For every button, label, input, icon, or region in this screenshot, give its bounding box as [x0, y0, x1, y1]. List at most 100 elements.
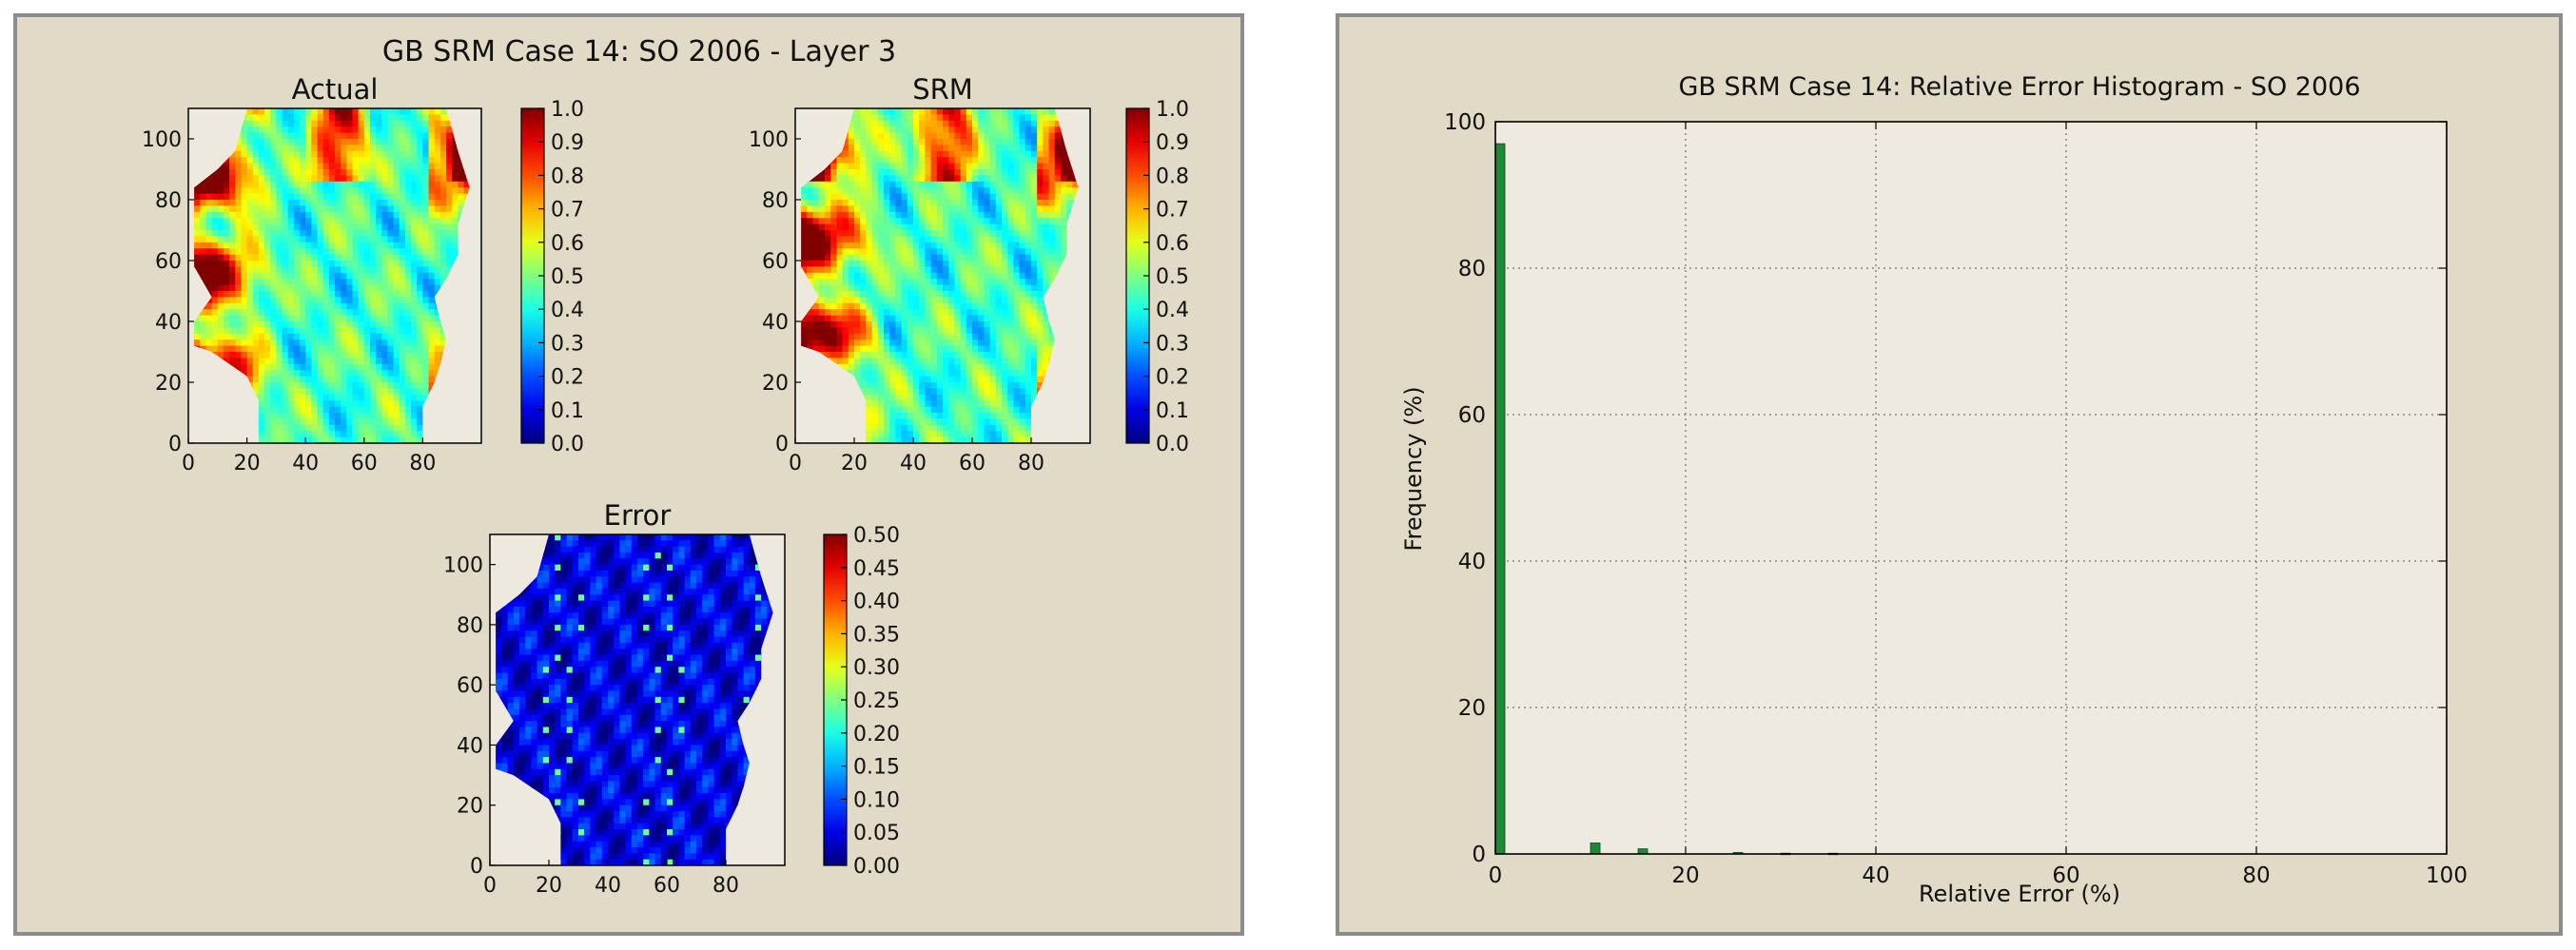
heatmaps-layer: Actual 0 20 40 60 80 0 20 40 60 80 100 1.0 0.9 0.8 0.7 0… — [142, 73, 1189, 898]
colorbar: 1.0 0.9 0.8 0.7 0.6 0.5 0.4 0.3 0.2 0.1 0.0 — [520, 98, 584, 456]
colorbar-tick-label: 0.4 — [551, 299, 584, 322]
y-tick-label: 40 — [762, 311, 789, 335]
colorbar-tick-label: 0.50 — [853, 524, 900, 548]
x-tick-label: 0 — [789, 452, 802, 475]
x-tick-label: 60 — [654, 874, 680, 898]
y-tick-label: 0 — [168, 433, 182, 456]
heatmap-field — [801, 108, 1079, 443]
colorbar-tick-label: 0.9 — [1156, 131, 1189, 155]
colorbar-tick-label: 1.0 — [551, 98, 584, 122]
colorbar-tick-label: 0.7 — [551, 199, 584, 223]
colorbar-tick-label: 0.3 — [551, 332, 584, 356]
x-tick-label: 40 — [1862, 863, 1889, 888]
heatmap-figure: GB SRM Case 14: SO 2006 - Layer 3 Actual… — [142, 35, 1189, 898]
heatmap-title: Error — [604, 499, 672, 532]
x-tick-label: 60 — [351, 452, 378, 475]
colorbar-tick-label: 0.45 — [853, 557, 900, 581]
colorbar-tick-label: 0.8 — [1156, 165, 1189, 188]
x-tick-label: 0 — [483, 874, 497, 898]
x-tick-label: 60 — [959, 452, 986, 475]
y-tick-label: 40 — [457, 734, 483, 758]
heatmap-actual: Actual 0 20 40 60 80 0 20 40 60 80 100 1.0 0.9 0.8 0.7 0… — [142, 73, 584, 475]
colorbar-tick-label: 0.3 — [1156, 332, 1189, 356]
y-tick-label: 60 — [457, 674, 483, 698]
y-tick-label: 100 — [443, 554, 483, 578]
colorbar-tick-label: 0.7 — [1156, 199, 1189, 223]
y-tick-label: 20 — [1458, 696, 1486, 721]
colorbar-tick-label: 0.5 — [1156, 265, 1189, 289]
colorbar-tick-label: 0.05 — [853, 822, 900, 845]
x-tick-label: 0 — [182, 452, 195, 475]
colorbar-tick-label: 0.6 — [1156, 232, 1189, 256]
y-tick-label: 20 — [155, 372, 182, 396]
heatmap-field — [496, 534, 773, 865]
heatmap-title: Actual — [292, 73, 379, 106]
histogram-bar — [1494, 143, 1506, 855]
y-tick-label: 0 — [775, 433, 789, 456]
colorbar-tick-label: 0.5 — [551, 265, 584, 289]
colorbar-tick-label: 0.9 — [551, 131, 584, 155]
heatmap-error: Error 0 20 40 60 80 0 20 40 60 80 100 0.50 0.45 0.40 0.… — [443, 499, 900, 898]
heatmap-srm: SRM 0 20 40 60 80 0 20 40 60 80 100 1.0 0.9 0.8 0.7 0.6 0… — [749, 73, 1189, 475]
colorbar-tick-label: 0.40 — [853, 591, 900, 614]
colorbar-tick-label: 0.15 — [853, 756, 900, 780]
x-tick-label: 20 — [234, 452, 261, 475]
colorbar-tick-label: 0.4 — [1156, 299, 1189, 322]
right-figure-panel: GB SRM Case 14: Relative Error Histogram… — [1336, 13, 2563, 936]
heatmap-title: SRM — [912, 73, 973, 106]
colorbar-tick-label: 0.00 — [853, 855, 900, 879]
x-tick-label: 20 — [841, 452, 868, 475]
colorbar-tick-label: 0.35 — [853, 623, 900, 647]
x-tick-label: 40 — [595, 874, 621, 898]
colorbar-tick-label: 0.2 — [551, 366, 584, 390]
y-tick-label: 20 — [762, 372, 789, 396]
y-tick-label: 80 — [457, 614, 483, 638]
x-tick-label: 40 — [292, 452, 319, 475]
x-tick-label: 100 — [2426, 863, 2468, 888]
colorbar-tick-label: 0.0 — [1156, 433, 1189, 456]
y-tick-label: 0 — [470, 855, 483, 879]
x-tick-label: 20 — [536, 874, 562, 898]
plot-frame — [794, 107, 1091, 444]
y-tick-label: 40 — [1458, 550, 1486, 574]
plot-frame — [489, 533, 786, 866]
figure-suptitle: GB SRM Case 14: SO 2006 - Layer 3 — [382, 35, 896, 68]
histogram-figure: GB SRM Case 14: Relative Error Histogram… — [1400, 72, 2468, 907]
x-tick-label: 20 — [1671, 863, 1699, 888]
colorbar-tick-label: 0.30 — [853, 656, 900, 680]
y-tick-label: 80 — [1458, 257, 1486, 281]
x-tick-label: 80 — [712, 874, 739, 898]
colorbar-tick-label: 0.6 — [551, 232, 584, 256]
y-tick-label: 20 — [457, 795, 483, 819]
y-tick-label: 100 — [749, 128, 789, 152]
histogram-xlabel: Relative Error (%) — [1919, 881, 2120, 907]
colorbar-tick-label: 0.1 — [551, 399, 584, 423]
x-tick-label: 40 — [900, 452, 927, 475]
histogram-plot-frame — [1494, 121, 2448, 855]
y-tick-label: 100 — [1444, 110, 1486, 135]
y-tick-label: 0 — [1472, 843, 1486, 867]
colorbar-tick-label: 0.8 — [551, 165, 584, 188]
colorbar-tick-label: 0.1 — [1156, 399, 1189, 423]
histogram-bar — [1637, 848, 1649, 855]
plot-frame — [187, 107, 482, 444]
y-tick-label: 80 — [155, 189, 182, 213]
colorbar-tick-label: 0.2 — [1156, 366, 1189, 390]
histogram-title: GB SRM Case 14: Relative Error Histogram… — [1678, 72, 2360, 102]
colorbar-tick-label: 0.25 — [853, 689, 900, 713]
histogram-plot-background — [1495, 122, 2447, 854]
colorbar: 0.50 0.45 0.40 0.35 0.30 0.25 0.20 0.15 0.10 0.05… — [823, 524, 900, 879]
colorbar-tick-label: 0.20 — [853, 723, 900, 746]
y-tick-label: 60 — [762, 250, 789, 274]
left-figure-panel: GB SRM Case 14: SO 2006 - Layer 3 Actual… — [13, 13, 1244, 936]
x-tick-label: 80 — [1018, 452, 1044, 475]
colorbar-tick-label: 0.0 — [551, 433, 584, 456]
colorbar-tick-label: 1.0 — [1156, 98, 1189, 122]
x-tick-label: 80 — [409, 452, 436, 475]
y-tick-label: 60 — [155, 250, 182, 274]
histogram-bar — [1590, 843, 1601, 855]
x-tick-label: 80 — [2242, 863, 2270, 888]
histogram-layer: 0 20 40 60 80 100 0 20 40 60 80 100 — [1444, 110, 2468, 888]
y-tick-label: 80 — [762, 189, 789, 213]
y-tick-label: 60 — [1458, 403, 1486, 428]
